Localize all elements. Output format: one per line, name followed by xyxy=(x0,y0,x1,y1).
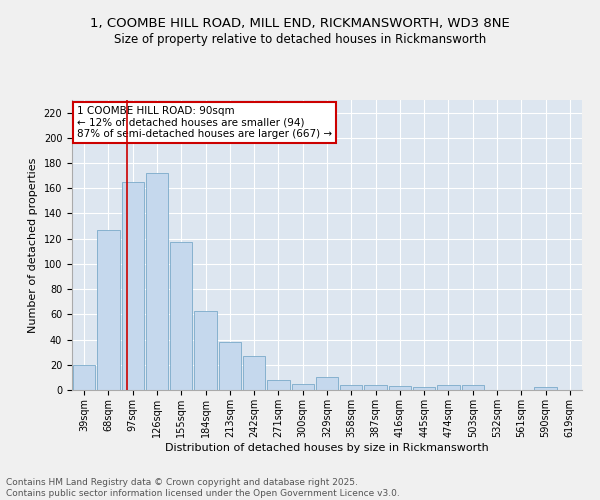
Text: 1 COOMBE HILL ROAD: 90sqm
← 12% of detached houses are smaller (94)
87% of semi-: 1 COOMBE HILL ROAD: 90sqm ← 12% of detac… xyxy=(77,106,332,139)
Text: Size of property relative to detached houses in Rickmansworth: Size of property relative to detached ho… xyxy=(114,32,486,46)
Y-axis label: Number of detached properties: Number of detached properties xyxy=(28,158,38,332)
Bar xyxy=(218,342,241,390)
Bar xyxy=(170,242,193,390)
Bar xyxy=(389,386,411,390)
Bar xyxy=(267,380,290,390)
Text: 1, COOMBE HILL ROAD, MILL END, RICKMANSWORTH, WD3 8NE: 1, COOMBE HILL ROAD, MILL END, RICKMANSW… xyxy=(90,18,510,30)
Text: Contains HM Land Registry data © Crown copyright and database right 2025.
Contai: Contains HM Land Registry data © Crown c… xyxy=(6,478,400,498)
X-axis label: Distribution of detached houses by size in Rickmansworth: Distribution of detached houses by size … xyxy=(165,442,489,452)
Bar xyxy=(292,384,314,390)
Bar xyxy=(461,385,484,390)
Bar xyxy=(146,173,168,390)
Bar xyxy=(316,378,338,390)
Bar xyxy=(413,388,436,390)
Bar xyxy=(535,388,557,390)
Bar xyxy=(364,385,387,390)
Bar xyxy=(243,356,265,390)
Bar xyxy=(437,385,460,390)
Bar xyxy=(340,385,362,390)
Bar xyxy=(194,310,217,390)
Bar xyxy=(122,182,144,390)
Bar xyxy=(97,230,119,390)
Bar xyxy=(73,365,95,390)
